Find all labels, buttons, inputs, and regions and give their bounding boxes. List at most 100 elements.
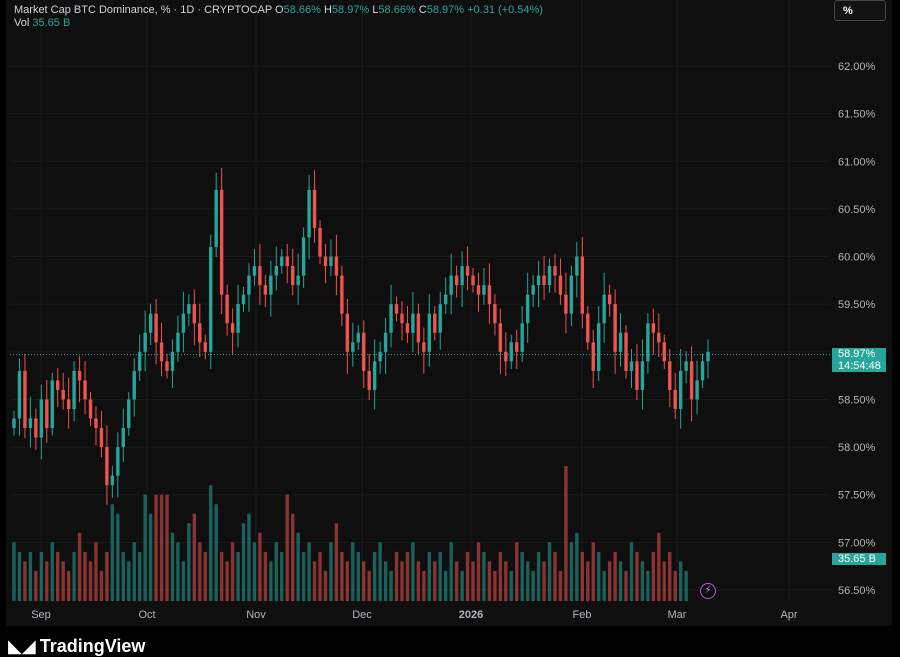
volume-bar[interactable] [476,542,481,601]
volume-bar[interactable] [340,551,344,601]
candle-body[interactable] [176,332,180,352]
candle-body[interactable] [591,342,595,371]
candle-body[interactable] [154,313,158,343]
volume-bar[interactable] [247,513,251,601]
volume-bar[interactable] [575,532,579,601]
candle-body[interactable] [684,361,688,371]
volume-bar[interactable] [334,523,339,601]
volume-bar[interactable] [301,551,306,601]
candle-body[interactable] [624,332,628,371]
candle-body[interactable] [678,370,683,409]
candle-body[interactable] [165,361,169,371]
candle-body[interactable] [618,332,623,352]
candle-body[interactable] [651,323,656,333]
volume-bar[interactable] [329,542,333,601]
volume-bar[interactable] [400,561,404,601]
candle-body[interactable] [657,332,661,343]
candle-body[interactable] [285,256,289,267]
candle-body[interactable] [269,275,273,295]
candle-body[interactable] [296,275,300,286]
volume-bar[interactable] [629,542,634,601]
candle-body[interactable] [553,266,557,276]
volume-bar[interactable] [165,494,169,601]
volume-bar[interactable] [77,532,82,601]
candle-body[interactable] [105,447,109,486]
candle-body[interactable] [230,323,235,333]
candle-body[interactable] [28,418,33,429]
candle-body[interactable] [449,275,453,295]
volume-bar[interactable] [61,561,65,601]
volume-bar[interactable] [646,570,650,601]
candle-body[interactable] [597,323,601,371]
volume-bar[interactable] [83,551,87,601]
volume-bar[interactable] [269,561,273,601]
candle-body[interactable] [400,313,404,324]
volume-bar[interactable] [23,561,27,601]
volume-bar[interactable] [192,513,197,601]
candle-body[interactable] [94,418,98,429]
candle-body[interactable] [23,370,27,429]
volume-bar[interactable] [351,542,355,601]
candle-body[interactable] [247,275,251,295]
volume-bar[interactable] [542,561,546,601]
candle-body[interactable] [351,342,355,352]
volume-bar[interactable] [176,542,180,601]
volume-bar[interactable] [569,542,574,601]
volume-bar[interactable] [252,542,257,601]
volume-bar[interactable] [662,561,666,601]
candle-body[interactable] [290,266,295,286]
volume-bar[interactable] [536,551,541,601]
volume-bar[interactable] [219,551,224,601]
volume-bar[interactable] [318,551,322,601]
volume-bar[interactable] [389,570,393,601]
volume-bar[interactable] [515,542,519,601]
candle-body[interactable] [580,256,585,314]
candle-body[interactable] [203,342,207,352]
candle-body[interactable] [61,389,65,400]
candle-body[interactable] [378,351,382,362]
volume-bar[interactable] [487,561,492,601]
volume-bar[interactable] [640,561,645,601]
volume-bar[interactable] [493,570,497,601]
candle-body[interactable] [345,313,350,352]
volume-bar[interactable] [684,570,688,601]
volume-bar[interactable] [296,532,300,601]
volume-bar[interactable] [290,513,295,601]
volume-bar[interactable] [39,551,44,601]
candle-body[interactable] [127,399,131,429]
volume-bar[interactable] [471,561,475,601]
candle-body[interactable] [301,237,306,276]
candle-body[interactable] [586,313,590,343]
volume-bar[interactable] [110,504,115,601]
candle-body[interactable] [411,313,415,333]
volume-bar[interactable] [433,561,437,601]
volume-bar[interactable] [597,551,601,601]
candle-body[interactable] [77,370,82,381]
volume-bar[interactable] [586,561,590,601]
candle-body[interactable] [640,361,645,390]
volume-bar[interactable] [312,561,317,601]
volume-bar[interactable] [214,504,218,601]
volume-bar[interactable] [12,542,16,601]
volume-bar[interactable] [613,551,617,601]
volume-bar[interactable] [159,494,164,601]
candle-body[interactable] [646,323,650,362]
candle-body[interactable] [422,342,426,352]
candle-body[interactable] [575,256,579,276]
volume-bar[interactable] [607,561,612,601]
candle-body[interactable] [668,361,672,390]
candle-body[interactable] [476,285,481,295]
volume-bar[interactable] [482,551,486,601]
volume-bar[interactable] [345,561,350,601]
volume-bar[interactable] [72,551,76,601]
volume-bar[interactable] [285,494,289,601]
candle-body[interactable] [536,275,541,286]
volume-bar[interactable] [372,551,377,601]
volume-bar[interactable] [323,570,328,601]
volume-bar[interactable] [362,561,366,601]
volume-bar[interactable] [465,551,470,601]
volume-bar[interactable] [209,485,213,601]
candle-body[interactable] [241,294,246,305]
volume-bar[interactable] [509,570,513,601]
candle-body[interactable] [17,370,22,419]
